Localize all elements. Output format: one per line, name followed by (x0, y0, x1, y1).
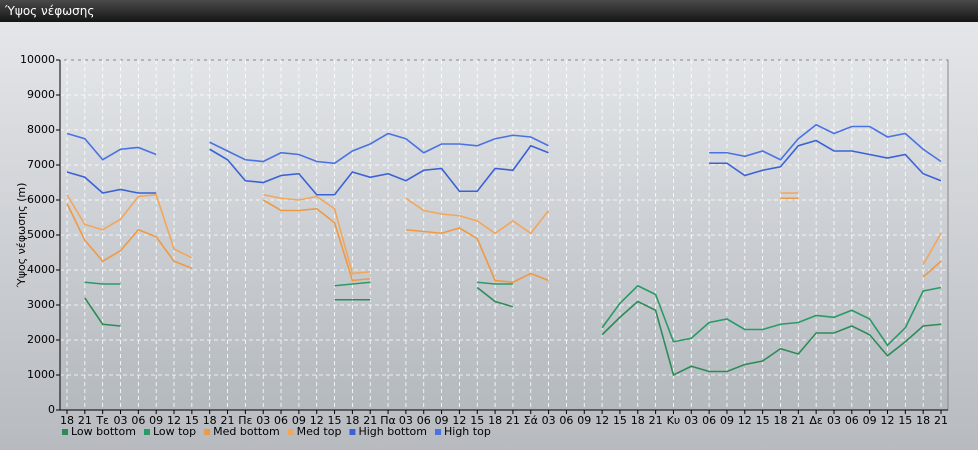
chart: Ύψος νέφωσης (m) 0 1000 2000 3000 4000 5000 60… (0, 22, 978, 450)
legend-swatch (62, 429, 68, 435)
y-tick-label: 4000 (27, 263, 55, 276)
y-tick-label: 3000 (27, 298, 55, 311)
x-tick-label: Κυ (667, 414, 681, 427)
x-tick-label: 15 (470, 414, 484, 427)
x-tick-label: 21 (934, 414, 948, 427)
x-tick-label: 09 (863, 414, 877, 427)
legend-swatch (143, 429, 150, 435)
x-tick-label: Πε (238, 414, 252, 427)
x-tick-label: 03 (256, 414, 270, 427)
y-tick-label: 1000 (27, 368, 55, 381)
x-tick-label: 18 (773, 414, 787, 427)
x-tick-label: 21 (506, 414, 520, 427)
x-tick-label: 09 (435, 414, 449, 427)
x-tick-label: 18 (916, 414, 930, 427)
y-tick-label: 7000 (27, 158, 55, 171)
y-tick-label: 10000 (20, 53, 55, 66)
x-tick-label: 09 (292, 414, 306, 427)
x-tick-label: Δε (809, 414, 823, 427)
x-tick-label: 03 (684, 414, 698, 427)
y-axis-label: Ύψος νέφωσης (m) (15, 183, 28, 289)
x-tick-label: 12 (310, 414, 324, 427)
x-tick-label: 12 (167, 414, 181, 427)
legend-label: Med bottom (213, 425, 280, 438)
legend-swatch (287, 429, 294, 435)
x-tick-label: 03 (114, 414, 128, 427)
x-tick-label: 09 (149, 414, 163, 427)
x-tick-label: 12 (738, 414, 752, 427)
x-tick-label: 12 (452, 414, 466, 427)
legend-swatch (349, 429, 356, 435)
series-line (84, 286, 942, 377)
x-tick-label: 15 (898, 414, 912, 427)
series-line (66, 123, 942, 165)
x-tick-label: 06 (845, 414, 859, 427)
x-tick-label: 15 (328, 414, 342, 427)
window-title: Ύψος νέφωσης (0, 0, 978, 22)
x-tick-label: 21 (791, 414, 805, 427)
x-tick-label: 09 (577, 414, 591, 427)
x-tick-label: 03 (399, 414, 413, 427)
x-tick-label: 09 (720, 414, 734, 427)
y-tick-label: 8000 (27, 123, 55, 136)
series-line (66, 197, 942, 284)
x-tick-label: Τε (95, 414, 109, 427)
legend-label: Low top (153, 425, 196, 438)
x-tick-label: 06 (702, 414, 716, 427)
x-tick-label: 18 (345, 414, 359, 427)
x-tick-label: 03 (827, 414, 841, 427)
x-tick-label: 15 (756, 414, 770, 427)
x-tick-label: 18 (488, 414, 502, 427)
legend-label: Low bottom (71, 425, 136, 438)
x-tick-label: 21 (221, 414, 235, 427)
x-tick-label: 15 (185, 414, 199, 427)
x-tick-label: 18 (203, 414, 217, 427)
legend-label: Med top (297, 425, 342, 438)
series-line (66, 192, 942, 275)
x-tick-label: 18 (60, 414, 74, 427)
legend-swatch (204, 429, 211, 435)
x-tick-label: 06 (131, 414, 145, 427)
x-tick-label: 12 (880, 414, 894, 427)
x-tick-label: Πα (380, 414, 396, 427)
series-line (84, 281, 942, 347)
x-tick-label: 03 (542, 414, 556, 427)
x-tick-label: 12 (595, 414, 609, 427)
x-tick-label: 06 (417, 414, 431, 427)
series-line (66, 139, 942, 196)
legend-swatch (435, 429, 441, 435)
y-tick-label: 2000 (27, 333, 55, 346)
x-tick-label: 06 (274, 414, 288, 427)
legend-label: High bottom (358, 425, 427, 438)
x-tick-label: 06 (559, 414, 573, 427)
y-tick-label: 5000 (27, 228, 55, 241)
x-tick-label: 15 (613, 414, 627, 427)
y-tick-label: 0 (48, 403, 55, 416)
y-tick-label: 9000 (27, 88, 55, 101)
x-tick-label: 21 (363, 414, 377, 427)
x-tick-label: Σά (524, 414, 538, 427)
legend-label: High top (444, 425, 491, 438)
y-tick-label: 6000 (27, 193, 55, 206)
x-tick-label: 21 (649, 414, 663, 427)
x-tick-label: 18 (631, 414, 645, 427)
x-tick-label: 21 (78, 414, 92, 427)
